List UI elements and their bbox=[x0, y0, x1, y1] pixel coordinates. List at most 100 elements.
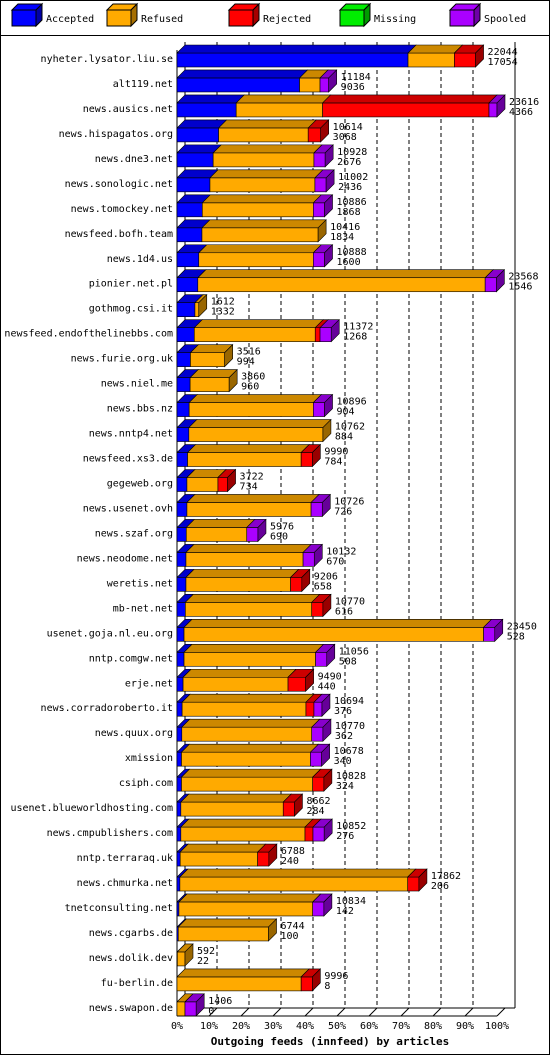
category-label: nntp.comgw.net bbox=[89, 653, 173, 664]
bar-segment bbox=[176, 968, 310, 992]
bar-segment bbox=[289, 569, 311, 592]
category-label: newsfeed.endofthelinebbs.com bbox=[4, 329, 173, 340]
bar bbox=[209, 177, 316, 193]
bar bbox=[407, 876, 420, 892]
bar-top-shade bbox=[290, 569, 310, 578]
bar-segment bbox=[180, 818, 314, 842]
bar-segment bbox=[282, 793, 304, 817]
bar-top-shade bbox=[313, 194, 333, 203]
bar-top-shade bbox=[177, 619, 193, 628]
bar bbox=[176, 627, 185, 642]
bar-top-shade bbox=[184, 644, 324, 653]
bar-top-shade bbox=[303, 544, 323, 553]
bar-top-shade bbox=[177, 719, 190, 728]
legend-swatch-side bbox=[473, 2, 481, 28]
bar-top-shade bbox=[177, 893, 187, 902]
bar-side-shade bbox=[494, 619, 503, 642]
accepted-label: 1268 bbox=[343, 332, 367, 343]
bar bbox=[176, 701, 183, 717]
bar bbox=[488, 102, 498, 118]
bar-side-shade bbox=[318, 219, 327, 242]
bar-side-shade bbox=[328, 69, 337, 92]
bar-top-shade bbox=[310, 744, 330, 753]
x-tick bbox=[240, 1007, 250, 1017]
bar-side-shade bbox=[324, 394, 333, 417]
bar-segment bbox=[180, 768, 322, 792]
bar-top-shade bbox=[407, 869, 427, 878]
bar bbox=[315, 651, 328, 667]
bar bbox=[176, 876, 181, 892]
bar-side-shade bbox=[320, 119, 329, 142]
bar bbox=[176, 402, 190, 417]
offered-label: 11002 bbox=[338, 172, 368, 183]
bar-top-shade bbox=[454, 45, 484, 53]
bar bbox=[176, 751, 182, 767]
category-label: usenet.blueworldhosting.com bbox=[10, 803, 173, 814]
bar-segment bbox=[176, 743, 191, 767]
accepted-label: 340 bbox=[334, 756, 352, 767]
bar-segment bbox=[309, 743, 331, 767]
bar-segment bbox=[287, 668, 315, 692]
bar bbox=[299, 77, 321, 93]
bar-side bbox=[320, 119, 329, 143]
offered-label: 3722 bbox=[240, 471, 264, 482]
bar-top-shade bbox=[185, 569, 299, 578]
bar-top-shade bbox=[301, 444, 321, 453]
bar-top-shade bbox=[213, 144, 322, 153]
bar-side bbox=[496, 269, 505, 293]
bar-top-shade bbox=[177, 819, 189, 828]
bar bbox=[183, 651, 316, 667]
bar-side bbox=[305, 668, 314, 692]
bar bbox=[176, 377, 191, 392]
bar-top-shade bbox=[180, 819, 313, 828]
bar-side bbox=[301, 568, 311, 593]
bar bbox=[319, 327, 332, 342]
bar-segment bbox=[186, 494, 320, 517]
bar-side bbox=[294, 793, 303, 817]
bar-segment bbox=[311, 768, 333, 792]
x-tick bbox=[464, 1007, 474, 1017]
bar-side-shade bbox=[324, 244, 333, 267]
bar-side bbox=[321, 693, 331, 717]
bar-segment bbox=[319, 319, 340, 342]
accepted-label: 508 bbox=[339, 656, 357, 667]
bar-side-shade bbox=[322, 719, 331, 742]
bar-top-shade bbox=[177, 794, 189, 803]
legend-swatch bbox=[11, 9, 37, 27]
bar-side-shade bbox=[475, 45, 484, 67]
bar bbox=[300, 976, 313, 992]
offered-label: 9490 bbox=[318, 671, 342, 682]
bar bbox=[176, 52, 409, 68]
legend-swatch bbox=[449, 9, 475, 27]
x-tick-label: 100% bbox=[485, 1021, 509, 1032]
offered-label: 6744 bbox=[281, 921, 305, 932]
legend-swatch-side bbox=[35, 2, 43, 28]
category-label: news.quux.org bbox=[95, 728, 173, 739]
bar-top-shade bbox=[189, 394, 322, 403]
bar-segment bbox=[212, 144, 323, 168]
bar-top-shade bbox=[313, 819, 333, 828]
bar-top-shade bbox=[177, 669, 192, 678]
offered-label: 3516 bbox=[237, 347, 261, 358]
category-label: weretis.net bbox=[107, 578, 173, 589]
bar-segment bbox=[176, 69, 309, 93]
offered-label: 9206 bbox=[314, 571, 338, 582]
bar-top-shade bbox=[177, 219, 210, 228]
offered-label: 11056 bbox=[339, 646, 369, 657]
bar-side-shade bbox=[294, 794, 303, 817]
bar-top-shade bbox=[177, 494, 195, 503]
bar-top-shade bbox=[178, 893, 321, 902]
category-label: news.1d4.us bbox=[107, 254, 173, 265]
bar bbox=[198, 252, 314, 268]
bar-top-shade bbox=[322, 94, 497, 103]
bar-segment bbox=[180, 793, 292, 817]
bar-top-shade bbox=[177, 993, 193, 1002]
category-label: news.usenet.ovh bbox=[83, 503, 173, 514]
bar bbox=[176, 477, 188, 492]
bar-top-shade bbox=[197, 269, 494, 278]
bar-top-shade bbox=[177, 144, 222, 153]
legend-shade bbox=[364, 4, 370, 26]
bar bbox=[483, 627, 496, 642]
bar bbox=[181, 701, 307, 717]
bar-top-shade bbox=[178, 918, 277, 927]
